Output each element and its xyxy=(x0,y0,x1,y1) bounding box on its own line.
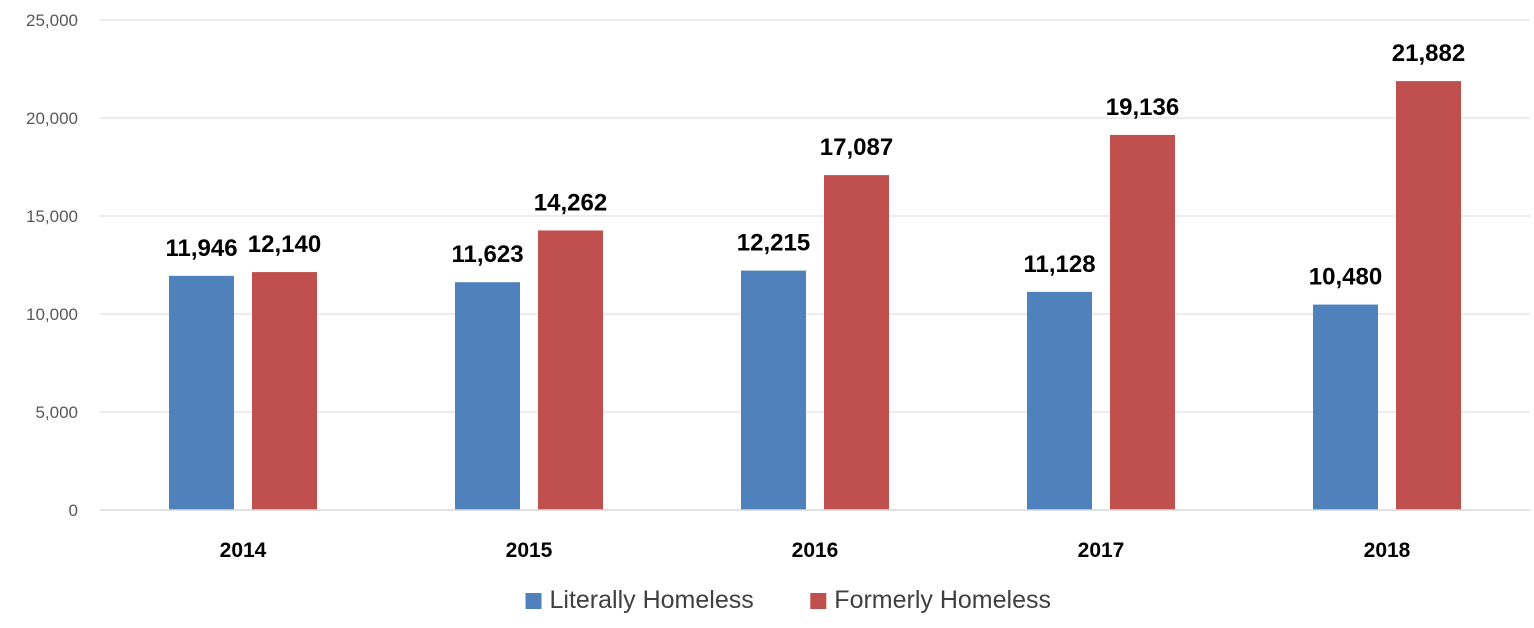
data-label: 11,128 xyxy=(1023,251,1095,278)
bar-literally-homeless-2014 xyxy=(169,275,234,510)
bar-literally-homeless-2018 xyxy=(1313,304,1378,510)
data-label: 14,262 xyxy=(534,189,607,216)
legend-swatch xyxy=(810,593,827,609)
bar-literally-homeless-2015 xyxy=(455,282,520,510)
legend-label: Formerly Homeless xyxy=(834,586,1051,614)
bar-formerly-homeless-2016 xyxy=(824,175,889,511)
bar-formerly-homeless-2017 xyxy=(1110,134,1175,511)
bar-literally-homeless-2016 xyxy=(741,270,806,510)
y-tick-label: 10,000 xyxy=(26,305,78,324)
y-tick-label: 25,000 xyxy=(26,11,78,30)
data-label: 19,136 xyxy=(1106,94,1179,121)
y-axis: 0 5,000 10,000 15,000 20,000 25,000 xyxy=(26,11,78,520)
bars xyxy=(169,81,1461,511)
bar-formerly-homeless-2015 xyxy=(538,230,603,511)
legend-swatch xyxy=(525,593,542,609)
y-tick-label: 0 xyxy=(69,501,78,520)
y-tick-label: 15,000 xyxy=(26,207,78,226)
data-label: 17,087 xyxy=(820,134,893,161)
data-label: 11,946 xyxy=(165,235,237,262)
x-tick-label: 2015 xyxy=(506,539,553,562)
bar-formerly-homeless-2014 xyxy=(252,272,317,510)
bar-literally-homeless-2017 xyxy=(1027,291,1092,510)
data-label: 11,623 xyxy=(451,241,523,268)
data-label: 10,480 xyxy=(1309,264,1382,291)
legend-label: Literally Homeless xyxy=(550,586,754,614)
data-labels: 11,946 12,140 11,623 14,262 12,215 17,087 11,1… xyxy=(165,40,1465,290)
x-tick-label: 2017 xyxy=(1078,539,1125,562)
legend: Literally Homeless Formerly Homeless xyxy=(525,586,1051,614)
data-label: 12,140 xyxy=(248,231,321,258)
data-label: 21,882 xyxy=(1392,40,1465,67)
x-tick-label: 2018 xyxy=(1364,539,1411,562)
x-tick-label: 2014 xyxy=(220,539,267,562)
data-label: 12,215 xyxy=(737,230,810,257)
x-tick-label: 2016 xyxy=(792,539,839,562)
x-axis: 2014 2015 2016 2017 2018 xyxy=(100,509,1530,562)
y-tick-label: 20,000 xyxy=(26,109,78,128)
bar-formerly-homeless-2018 xyxy=(1396,81,1461,511)
y-tick-label: 5,000 xyxy=(35,403,78,422)
